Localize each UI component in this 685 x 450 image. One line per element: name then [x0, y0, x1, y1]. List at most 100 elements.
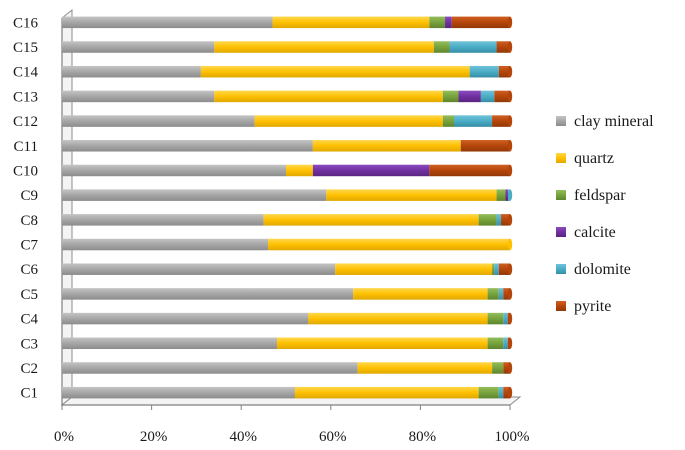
x-tick-label: 20% — [140, 429, 168, 445]
bar-segment-quartz — [263, 214, 479, 226]
bar-segment-feldspar — [429, 16, 446, 29]
x-tick-label: 0% — [54, 429, 74, 445]
bar-segment-clay-mineral — [62, 16, 273, 29]
bar-end-cap — [507, 337, 513, 350]
bar-segment-clay-mineral — [62, 362, 358, 374]
bar-segment-pyrite — [429, 164, 510, 177]
bar-segment-clay-mineral — [62, 65, 201, 78]
bar-segment-pyrite — [503, 288, 510, 300]
bar-segment-feldspar — [442, 90, 459, 103]
bar-end-cap — [507, 90, 513, 103]
x-tick-label: 60% — [319, 429, 347, 445]
bar-segment-quartz — [268, 238, 510, 251]
bar-segment-feldspar — [496, 189, 506, 201]
bar-segment-clay-mineral — [62, 140, 313, 152]
bar-segment-clay-mineral — [62, 238, 269, 251]
bar-segment-quartz — [286, 164, 313, 177]
bar-end-cap — [507, 238, 513, 251]
bar-row-c10 — [62, 164, 513, 177]
bar-end-cap — [507, 214, 513, 226]
y-tick-label: C6 — [20, 262, 38, 278]
bar-segment-calcite — [458, 90, 481, 103]
legend-swatch — [556, 190, 566, 200]
y-tick-label: C15 — [13, 40, 38, 56]
legend-label: calcite — [574, 224, 616, 241]
bar-segment-clay-mineral — [62, 214, 264, 226]
bar-segment-dolomite — [454, 115, 493, 127]
bar-segment-clay-mineral — [62, 115, 255, 127]
bar-segment-pyrite — [496, 41, 510, 53]
y-tick-label: C5 — [20, 287, 38, 303]
bar-segment-clay-mineral — [62, 263, 336, 275]
bar-segment-quartz — [272, 16, 430, 29]
bar-end-cap — [507, 362, 513, 374]
legend-swatch — [556, 264, 566, 274]
legend-label: quartz — [574, 150, 614, 167]
bar-segment-quartz — [308, 312, 488, 325]
bar-row-c11 — [62, 140, 513, 152]
bar-end-cap — [507, 65, 513, 78]
legend-swatch — [556, 153, 566, 163]
bar-segment-dolomite — [498, 288, 504, 300]
y-tick-label: C1 — [20, 386, 38, 402]
bar-segment-pyrite — [503, 386, 510, 399]
y-tick-label: C14 — [13, 65, 39, 81]
bar-row-c13 — [62, 90, 513, 103]
legend-item-dolomite: dolomite — [556, 261, 631, 278]
bar-segment-pyrite — [451, 16, 510, 29]
bar-segment-feldspar — [492, 362, 504, 374]
bar-row-c1 — [62, 386, 513, 399]
bar-segment-quartz — [326, 189, 497, 201]
bar-segment-dolomite — [503, 312, 508, 325]
y-tick-label: C2 — [20, 361, 38, 377]
bar-segment-dolomite — [498, 386, 504, 399]
bar-segment-quartz — [357, 362, 493, 374]
bar-segment-feldspar — [487, 337, 504, 350]
bar-segment-clay-mineral — [62, 386, 295, 399]
axis-labels: 0% 20% 40% 60% 80% 100% C1 C2 C3 C4 C5 C6 C7 C8 C9 C10 C… — [13, 15, 530, 445]
y-tick-label: C16 — [13, 15, 39, 31]
bar-segment-pyrite — [501, 214, 510, 226]
bar-row-c9 — [62, 189, 513, 201]
x-tick-label: 80% — [409, 429, 437, 445]
legend-label: pyrite — [574, 298, 611, 315]
legend-item-feldspar: feldspar — [556, 187, 626, 204]
bar-segment-quartz — [254, 115, 443, 127]
y-tick-label: C4 — [20, 312, 38, 328]
bar-segment-pyrite — [498, 263, 510, 275]
bar-segment-dolomite — [494, 263, 499, 275]
legend-item-clay-mineral: clay mineral — [556, 113, 654, 130]
legend-item-calcite: calcite — [556, 224, 616, 241]
bar-segment-feldspar — [487, 288, 499, 300]
legend-item-pyrite: pyrite — [556, 298, 611, 315]
y-tick-label: C3 — [20, 336, 38, 352]
bar-end-cap — [507, 140, 513, 152]
bar-row-c6 — [62, 263, 513, 275]
bar-row-c7 — [62, 238, 513, 251]
y-tick-label: C9 — [20, 188, 38, 204]
legend-label: dolomite — [574, 261, 631, 278]
bar-row-c8 — [62, 214, 513, 226]
bar-segment-clay-mineral — [62, 41, 215, 53]
bar-segment-quartz — [214, 41, 434, 53]
legend-label: feldspar — [574, 187, 626, 204]
bar-end-cap — [507, 16, 513, 29]
bar-segment-quartz — [214, 90, 443, 103]
bar-segment-calcite — [445, 16, 452, 29]
bar-segment-quartz — [294, 386, 479, 399]
bar-segment-clay-mineral — [62, 312, 309, 325]
bar-segment-clay-mineral — [62, 288, 354, 300]
legend-swatch — [556, 301, 566, 311]
y-tick-label: C12 — [13, 114, 38, 130]
bar-segment-calcite — [505, 189, 509, 201]
bar-segment-dolomite — [449, 41, 497, 53]
bar-segment-clay-mineral — [62, 164, 286, 177]
x-tick-label: 100% — [495, 429, 530, 445]
axes — [60, 8, 522, 410]
bar-row-c14 — [62, 65, 513, 78]
bar-segment-quartz — [312, 140, 461, 152]
bar-end-cap — [507, 164, 513, 177]
bar-segment-feldspar — [487, 312, 504, 325]
